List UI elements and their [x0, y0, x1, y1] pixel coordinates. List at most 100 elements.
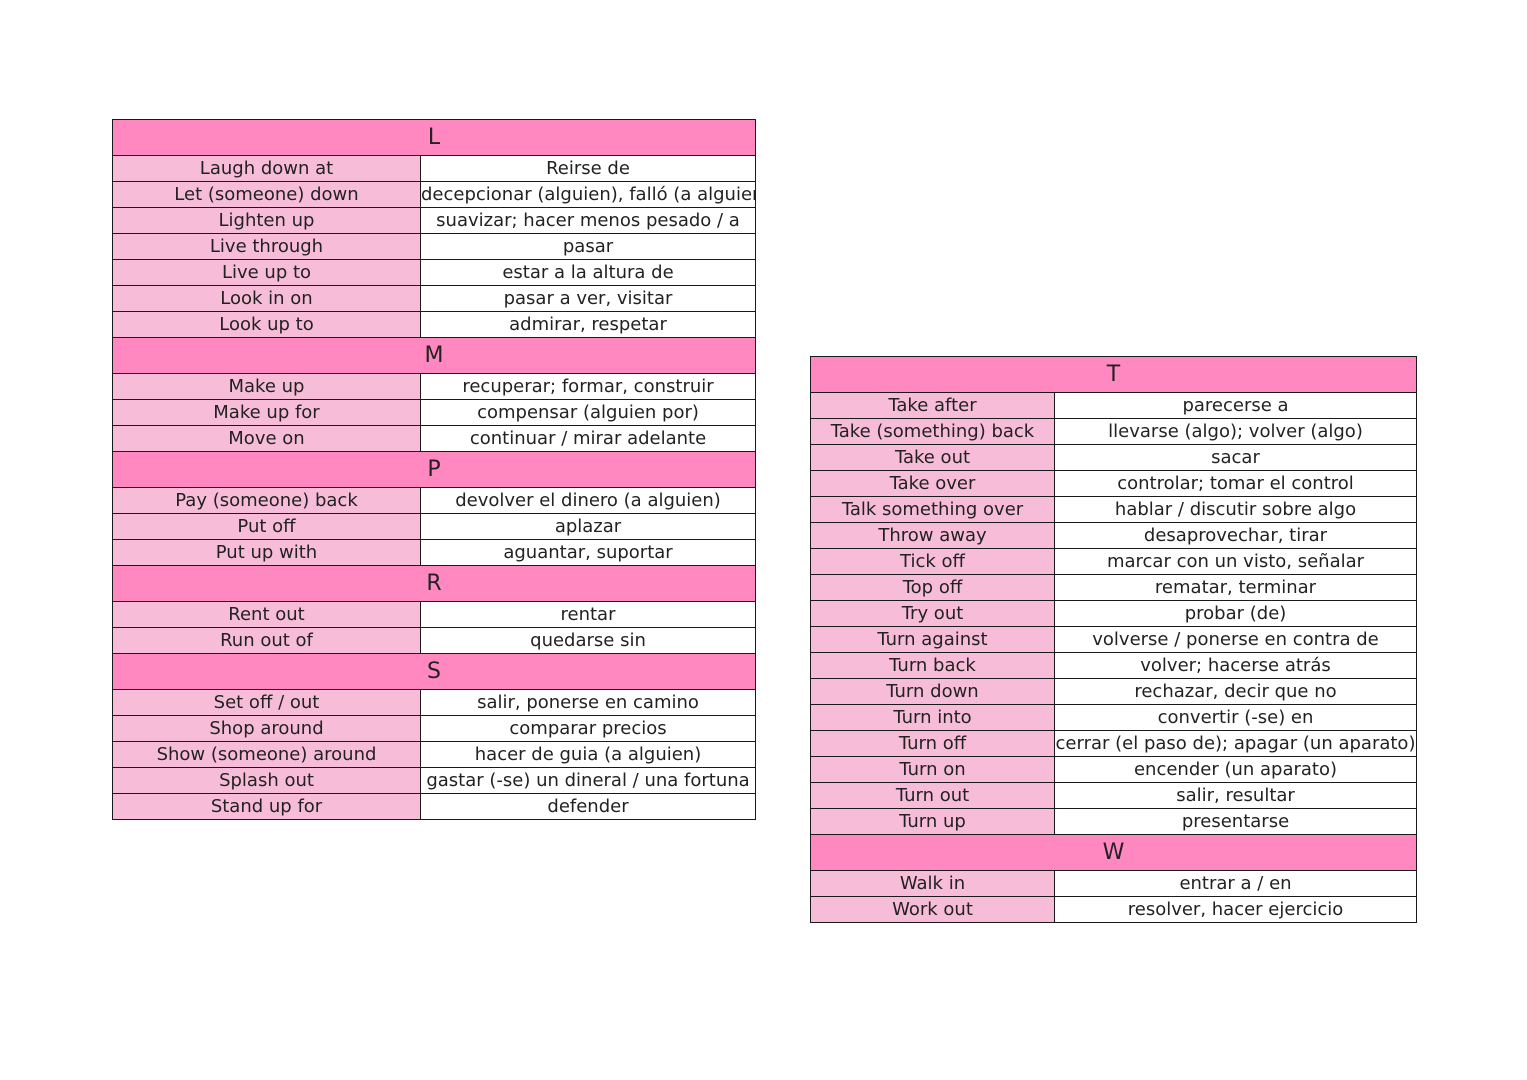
- phrasal-verb-cell: Put up with: [112, 539, 421, 566]
- table-row: Live through pasar: [112, 233, 757, 260]
- table-body: T Take after parecerse a Take (something) b…: [809, 356, 1418, 923]
- table-row: Take (something) back llevarse (algo); vo…: [810, 418, 1418, 445]
- table-row: Rent out rentar: [112, 601, 757, 628]
- letter-header-row: T: [809, 356, 1418, 393]
- table-row: Put up with aguantar, suportar: [112, 539, 757, 566]
- translation-cell: pasar: [419, 233, 757, 260]
- translation-cell: hablar / discutir sobre algo: [1053, 496, 1418, 523]
- translation-cell: continuar / mirar adelante: [419, 425, 757, 452]
- table-row: Talk something over hablar / discutir sob…: [810, 496, 1418, 523]
- phrasal-verb-cell: Live up to: [112, 259, 421, 286]
- table-row: Work out resolver, hacer ejercicio: [810, 896, 1418, 923]
- letter-heading: L: [111, 119, 757, 156]
- letter-heading: M: [111, 337, 757, 374]
- phrasal-verb-cell: Turn on: [810, 756, 1055, 783]
- table-row: Put off aplazar: [112, 513, 757, 540]
- letter-header-row: L: [111, 119, 757, 156]
- phrasal-verb-cell: Laugh down at: [112, 155, 421, 182]
- table-row: Look in on pasar a ver, visitar: [112, 285, 757, 312]
- phrasal-verb-cell: Take (something) back: [810, 418, 1055, 445]
- phrasal-verbs-table-left: L Laugh down at Reirse de Let (someone) dow…: [111, 119, 757, 820]
- phrasal-verb-cell: Splash out: [112, 767, 421, 794]
- phrasal-verb-cell: Throw away: [810, 522, 1055, 549]
- phrasal-verb-cell: Put off: [112, 513, 421, 540]
- table-row: Turn into convertir (-se) en: [810, 704, 1418, 731]
- table-row: Take over controlar; tomar el control: [810, 470, 1418, 497]
- translation-cell: gastar (-se) un dineral / una fortuna: [419, 767, 757, 794]
- letter-header-row: S: [111, 653, 757, 690]
- table-row: Tick off marcar con un visto, señalar: [810, 548, 1418, 575]
- phrasal-verb-cell: Pay (someone) back: [112, 487, 421, 514]
- translation-cell: aguantar, suportar: [419, 539, 757, 566]
- translation-cell: salir, ponerse en camino: [419, 689, 757, 716]
- table-row: Try out probar (de): [810, 600, 1418, 627]
- translation-cell: volver; hacerse atrás: [1053, 652, 1418, 679]
- phrasal-verb-cell: Top off: [810, 574, 1055, 601]
- table-row: Walk in entrar a / en: [810, 870, 1418, 897]
- translation-cell: rematar, terminar: [1053, 574, 1418, 601]
- translation-cell: convertir (-se) en: [1053, 704, 1418, 731]
- table-row: Look up to admirar, respetar: [112, 311, 757, 338]
- letter-header-row: R: [111, 565, 757, 602]
- table-row: Throw away desaprovechar, tirar: [810, 522, 1418, 549]
- phrasal-verb-cell: Turn off: [810, 730, 1055, 757]
- phrasal-verb-cell: Take after: [810, 392, 1055, 419]
- phrasal-verb-cell: Turn down: [810, 678, 1055, 705]
- phrasal-verb-cell: Turn out: [810, 782, 1055, 809]
- table-row: Top off rematar, terminar: [810, 574, 1418, 601]
- phrasal-verb-cell: Make up: [112, 373, 421, 400]
- phrasal-verb-cell: Look in on: [112, 285, 421, 312]
- translation-cell: presentarse: [1053, 808, 1418, 835]
- table-row: Turn up presentarse: [810, 808, 1418, 835]
- table-row: Splash out gastar (-se) un dineral / una …: [112, 767, 757, 794]
- table-row: Make up recuperar; formar, construir: [112, 373, 757, 400]
- translation-cell: volverse / ponerse en contra de: [1053, 626, 1418, 653]
- translation-cell: defender: [419, 793, 757, 820]
- table-row: Show (someone) around hacer de guia (a al…: [112, 741, 757, 768]
- table-row: Shop around comparar precios: [112, 715, 757, 742]
- translation-cell: aplazar: [419, 513, 757, 540]
- translation-cell: probar (de): [1053, 600, 1418, 627]
- phrasal-verb-cell: Talk something over: [810, 496, 1055, 523]
- phrasal-verb-cell: Take out: [810, 444, 1055, 471]
- phrasal-verbs-table-right: T Take after parecerse a Take (something) b…: [809, 356, 1418, 923]
- translation-cell: desaprovechar, tirar: [1053, 522, 1418, 549]
- letter-heading: S: [111, 653, 757, 690]
- phrasal-verb-cell: Turn up: [810, 808, 1055, 835]
- table-row: Run out of quedarse sin: [112, 627, 757, 654]
- translation-cell: sacar: [1053, 444, 1418, 471]
- translation-cell: suavizar; hacer menos pesado / a: [419, 207, 757, 234]
- translation-cell: devolver el dinero (a alguien): [419, 487, 757, 514]
- letter-header-row: M: [111, 337, 757, 374]
- table-row: Set off / out salir, ponerse en camino: [112, 689, 757, 716]
- table-row: Take out sacar: [810, 444, 1418, 471]
- phrasal-verb-cell: Show (someone) around: [112, 741, 421, 768]
- translation-cell: marcar con un visto, señalar: [1053, 548, 1418, 575]
- letter-heading: W: [809, 834, 1418, 871]
- translation-cell: admirar, respetar: [419, 311, 757, 338]
- phrasal-verb-cell: Turn against: [810, 626, 1055, 653]
- phrasal-verb-cell: Set off / out: [112, 689, 421, 716]
- table-row: Live up to estar a la altura de: [112, 259, 757, 286]
- phrasal-verb-cell: Turn into: [810, 704, 1055, 731]
- letter-heading: R: [111, 565, 757, 602]
- translation-cell: llevarse (algo); volver (algo): [1053, 418, 1418, 445]
- translation-cell: parecerse a: [1053, 392, 1418, 419]
- letter-heading: T: [809, 356, 1418, 393]
- translation-cell: pasar a ver, visitar: [419, 285, 757, 312]
- translation-cell: cerrar (el paso de); apagar (un aparato): [1053, 730, 1418, 757]
- phrasal-verb-cell: Stand up for: [112, 793, 421, 820]
- table-row: Pay (someone) back devolver el dinero (a …: [112, 487, 757, 514]
- table-row: Move on continuar / mirar adelante: [112, 425, 757, 452]
- phrasal-verb-cell: Lighten up: [112, 207, 421, 234]
- translation-cell: controlar; tomar el control: [1053, 470, 1418, 497]
- table-row: Turn against volverse / ponerse en contra…: [810, 626, 1418, 653]
- letter-heading: P: [111, 451, 757, 488]
- letter-header-row: P: [111, 451, 757, 488]
- table-row: Take after parecerse a: [810, 392, 1418, 419]
- table-row: Turn off cerrar (el paso de); apagar (un …: [810, 730, 1418, 757]
- phrasal-verb-cell: Try out: [810, 600, 1055, 627]
- phrasal-verb-cell: Turn back: [810, 652, 1055, 679]
- phrasal-verb-cell: Let (someone) down: [112, 181, 421, 208]
- phrasal-verb-cell: Tick off: [810, 548, 1055, 575]
